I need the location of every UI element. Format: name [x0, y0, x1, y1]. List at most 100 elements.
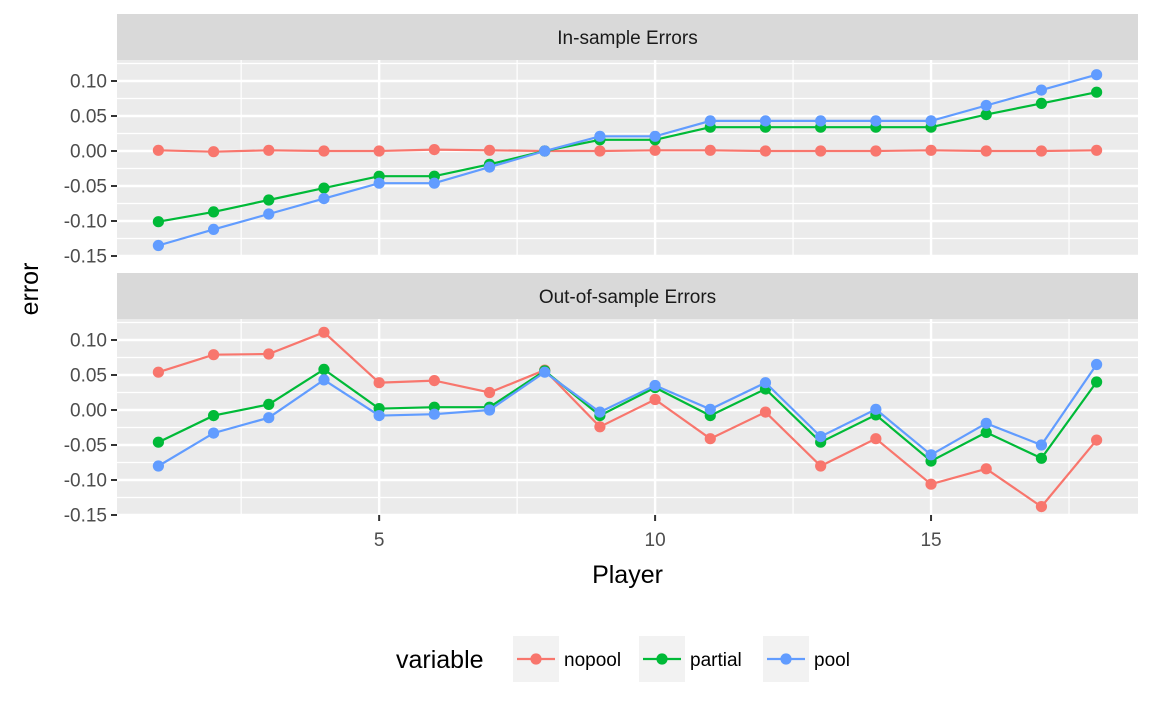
point-pool [263, 412, 275, 424]
y-tick-label: -0.15 [64, 247, 107, 268]
point-pool [1035, 439, 1048, 451]
point-pool [594, 406, 606, 418]
point-pool [594, 130, 606, 142]
point-pool [373, 410, 385, 422]
point-partial [318, 182, 330, 194]
point-nopool [704, 144, 716, 156]
point-nopool [207, 349, 220, 361]
point-partial [152, 436, 164, 448]
y-tick-label: 0.10 [70, 72, 107, 93]
point-pool [539, 145, 551, 157]
y-tick-label: 0.05 [70, 107, 107, 128]
legend: variable nopool partial pool [396, 636, 850, 682]
point-pool [649, 379, 661, 392]
point-pool [152, 239, 164, 252]
point-pool [483, 161, 496, 173]
y-tick-label: -0.05 [64, 177, 107, 198]
y-axis-ticks: -0.15 -0.10 -0.05 0.00 0.05 0.10 [64, 331, 117, 527]
x-axis-title: Player [592, 561, 663, 589]
point-nopool [1091, 144, 1103, 156]
strip-label-out-of-sample: Out-of-sample Errors [539, 287, 716, 308]
point-pool [815, 115, 827, 127]
point-nopool [815, 460, 827, 472]
point-partial [980, 109, 992, 121]
legend-label-pool: pool [814, 650, 850, 671]
point-nopool [318, 326, 330, 338]
panel-background [117, 60, 1138, 256]
point-pool [207, 223, 220, 235]
series-line-pool [158, 73, 1097, 247]
point-nopool [483, 144, 496, 156]
x-tick-label: 10 [645, 530, 666, 551]
point-nopool [1091, 434, 1103, 446]
point-pool [1091, 69, 1103, 81]
point-nopool [870, 433, 882, 445]
x-axis: 5 10 15 [374, 515, 942, 551]
panel-out-of-sample: Out-of-sample Errors -0.15 -0.10 -0.05 0.00… [64, 273, 1138, 527]
y-axis-ticks: -0.15 -0.10 -0.05 0.00 0.05 0.10 [64, 72, 117, 268]
point-nopool [318, 145, 330, 157]
point-partial [1091, 86, 1103, 98]
point-nopool [263, 144, 275, 156]
point-partial [1035, 97, 1048, 109]
point-nopool [483, 386, 496, 399]
point-nopool [704, 433, 716, 445]
point-pool [1035, 84, 1048, 96]
point-pool [373, 177, 385, 189]
y-axis-title: error [16, 263, 44, 316]
point-nopool [649, 393, 661, 406]
panel-background [117, 319, 1138, 515]
point-nopool [152, 366, 164, 378]
panel-in-sample: In-sample Errors -0.15 -0.10 -0.05 0.00 0.05… [64, 14, 1138, 268]
point-pool [759, 377, 772, 389]
point-pool [263, 208, 275, 220]
point-nopool [263, 348, 275, 360]
point-nopool [207, 146, 220, 158]
point-pool [759, 115, 772, 127]
point-pool [870, 115, 882, 127]
point-nopool [870, 145, 882, 157]
strip-background [117, 273, 1138, 319]
point-partial [980, 426, 992, 438]
point-pool [925, 115, 937, 127]
point-partial [152, 216, 164, 228]
point-partial [263, 194, 275, 206]
point-pool [870, 403, 882, 415]
point-nopool [594, 145, 606, 157]
y-tick-label: 0.00 [70, 142, 107, 163]
point-partial [1091, 376, 1103, 388]
y-tick-label: -0.15 [64, 506, 107, 527]
point-nopool [980, 145, 992, 157]
point-nopool [428, 375, 440, 387]
point-nopool [759, 145, 772, 157]
point-pool [483, 404, 496, 416]
point-pool [1091, 358, 1103, 371]
point-nopool [373, 377, 385, 389]
series-line-partial [157, 368, 1098, 463]
legend-title: variable [396, 646, 484, 674]
point-nopool [815, 145, 827, 157]
point-partial [318, 363, 330, 375]
series-layer [152, 326, 1103, 513]
legend-label-nopool: nopool [564, 650, 621, 671]
point-partial [263, 398, 275, 410]
series-line-nopool [158, 148, 1097, 153]
point-nopool [594, 421, 606, 433]
point-partial [1035, 452, 1048, 464]
point-nopool [925, 478, 937, 490]
series-line-partial [158, 91, 1097, 223]
point-pool [980, 99, 992, 112]
point-partial [207, 206, 220, 218]
strip-background [117, 14, 1138, 60]
point-pool [704, 115, 716, 127]
legend-point-nopool [530, 653, 542, 665]
point-nopool [152, 144, 164, 156]
point-pool [649, 130, 661, 142]
point-pool [539, 366, 551, 378]
series-line-nopool [158, 331, 1098, 509]
point-pool [428, 408, 440, 420]
legend-point-pool [780, 653, 792, 665]
point-nopool [649, 144, 661, 156]
point-nopool [925, 144, 937, 156]
legend-point-partial [656, 653, 668, 665]
